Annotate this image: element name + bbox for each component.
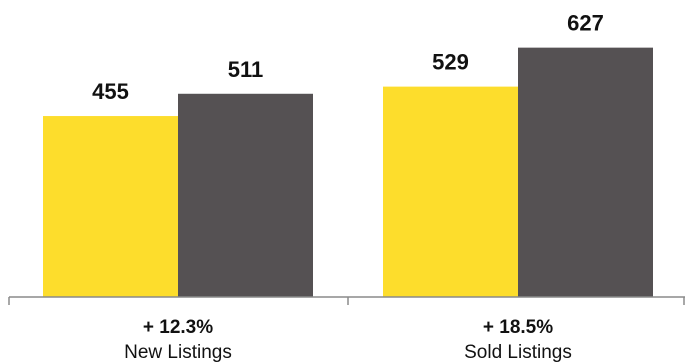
change-label-1: + 18.5% [483, 317, 553, 338]
bar-0-1 [178, 93, 313, 297]
value-labels-layer: 455 511 529 627 [92, 11, 604, 104]
category-label-0: New Listings [124, 342, 232, 363]
bars-layer [43, 47, 653, 297]
change-label-0: + 12.3% [143, 317, 213, 338]
bar-1-1 [518, 47, 653, 297]
value-label-1-1: 627 [567, 11, 604, 36]
category-label-1: Sold Listings [464, 342, 572, 363]
value-label-0-0: 455 [92, 79, 129, 104]
category-labels-layer: + 12.3% New Listings + 18.5% Sold Listings [124, 317, 572, 363]
value-label-1-0: 529 [432, 50, 469, 75]
value-label-0-1: 511 [228, 57, 264, 82]
x-axis [8, 296, 685, 305]
bar-1-0 [383, 86, 518, 297]
bar-0-0 [43, 116, 178, 297]
